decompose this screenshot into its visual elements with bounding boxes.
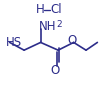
Text: Cl: Cl [50, 3, 61, 16]
Text: O: O [67, 34, 76, 47]
Text: 2: 2 [56, 20, 62, 29]
Text: HS: HS [6, 36, 22, 49]
Text: NH: NH [39, 20, 56, 33]
Text: H: H [36, 3, 45, 16]
Text: O: O [50, 64, 60, 77]
